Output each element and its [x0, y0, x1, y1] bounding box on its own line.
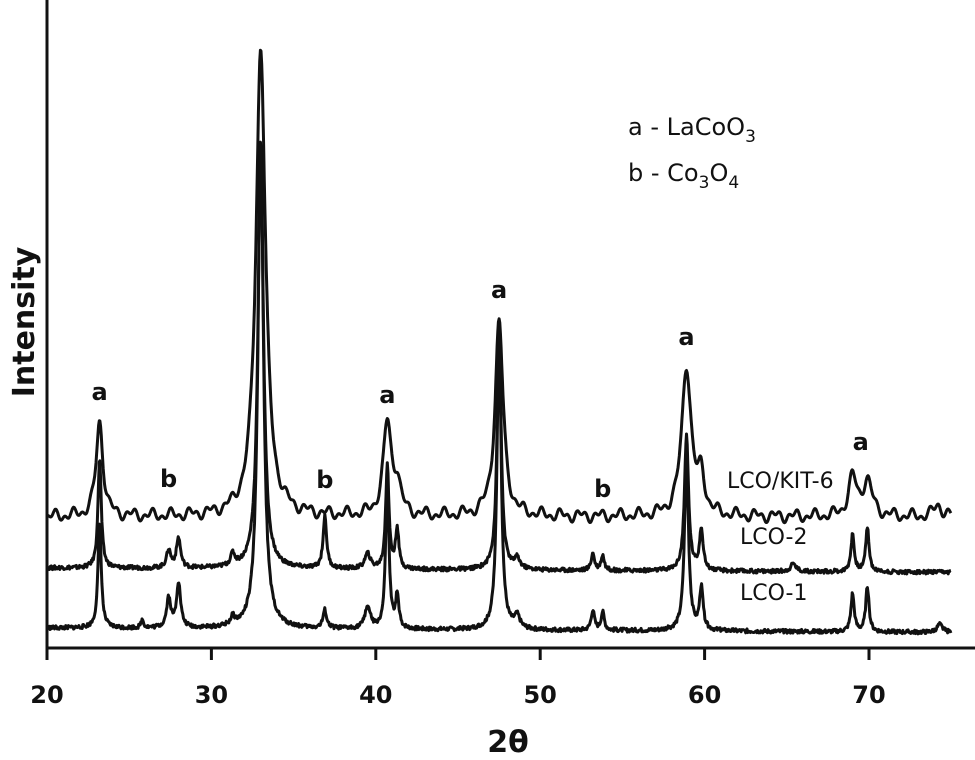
series-labels: LCO/KIT-6 LCO-2 LCO-1: [727, 469, 834, 606]
legend-entry-b: b - Co3O4: [628, 159, 739, 193]
peak-annotations: a b a b a b a a: [92, 276, 869, 503]
x-tick-label: 40: [359, 681, 392, 709]
x-axis-ticks: 20 30 40 50 60 70: [30, 648, 886, 709]
x-tick-label: 60: [688, 681, 721, 709]
peak-label-a: a: [92, 378, 108, 406]
x-axis-title: 2θ: [487, 725, 528, 760]
x-tick-label: 70: [852, 681, 885, 709]
peak-label-a: a: [491, 276, 507, 304]
peak-label-a: a: [379, 381, 395, 409]
phase-legend: a - LaCoO3 b - Co3O4: [628, 113, 756, 193]
legend-entry-a: a - LaCoO3: [628, 113, 756, 147]
peak-label-b: b: [160, 465, 177, 493]
x-tick-label: 20: [30, 681, 63, 709]
series-label: LCO-2: [740, 525, 807, 550]
x-tick-label: 30: [195, 681, 228, 709]
peak-label-b: b: [594, 475, 611, 503]
trace-lco-kit-6: [46, 48, 953, 525]
series-label: LCO-1: [740, 581, 807, 606]
x-tick-label: 50: [523, 681, 556, 709]
peak-label-a: a: [678, 323, 694, 351]
y-axis-title: Intensity: [7, 246, 42, 397]
trace-lco-1: [46, 140, 953, 636]
xrd-traces: [45, 48, 953, 636]
peak-label-b: b: [316, 466, 333, 494]
peak-label-a: a: [853, 428, 869, 456]
series-label: LCO/KIT-6: [727, 469, 834, 494]
